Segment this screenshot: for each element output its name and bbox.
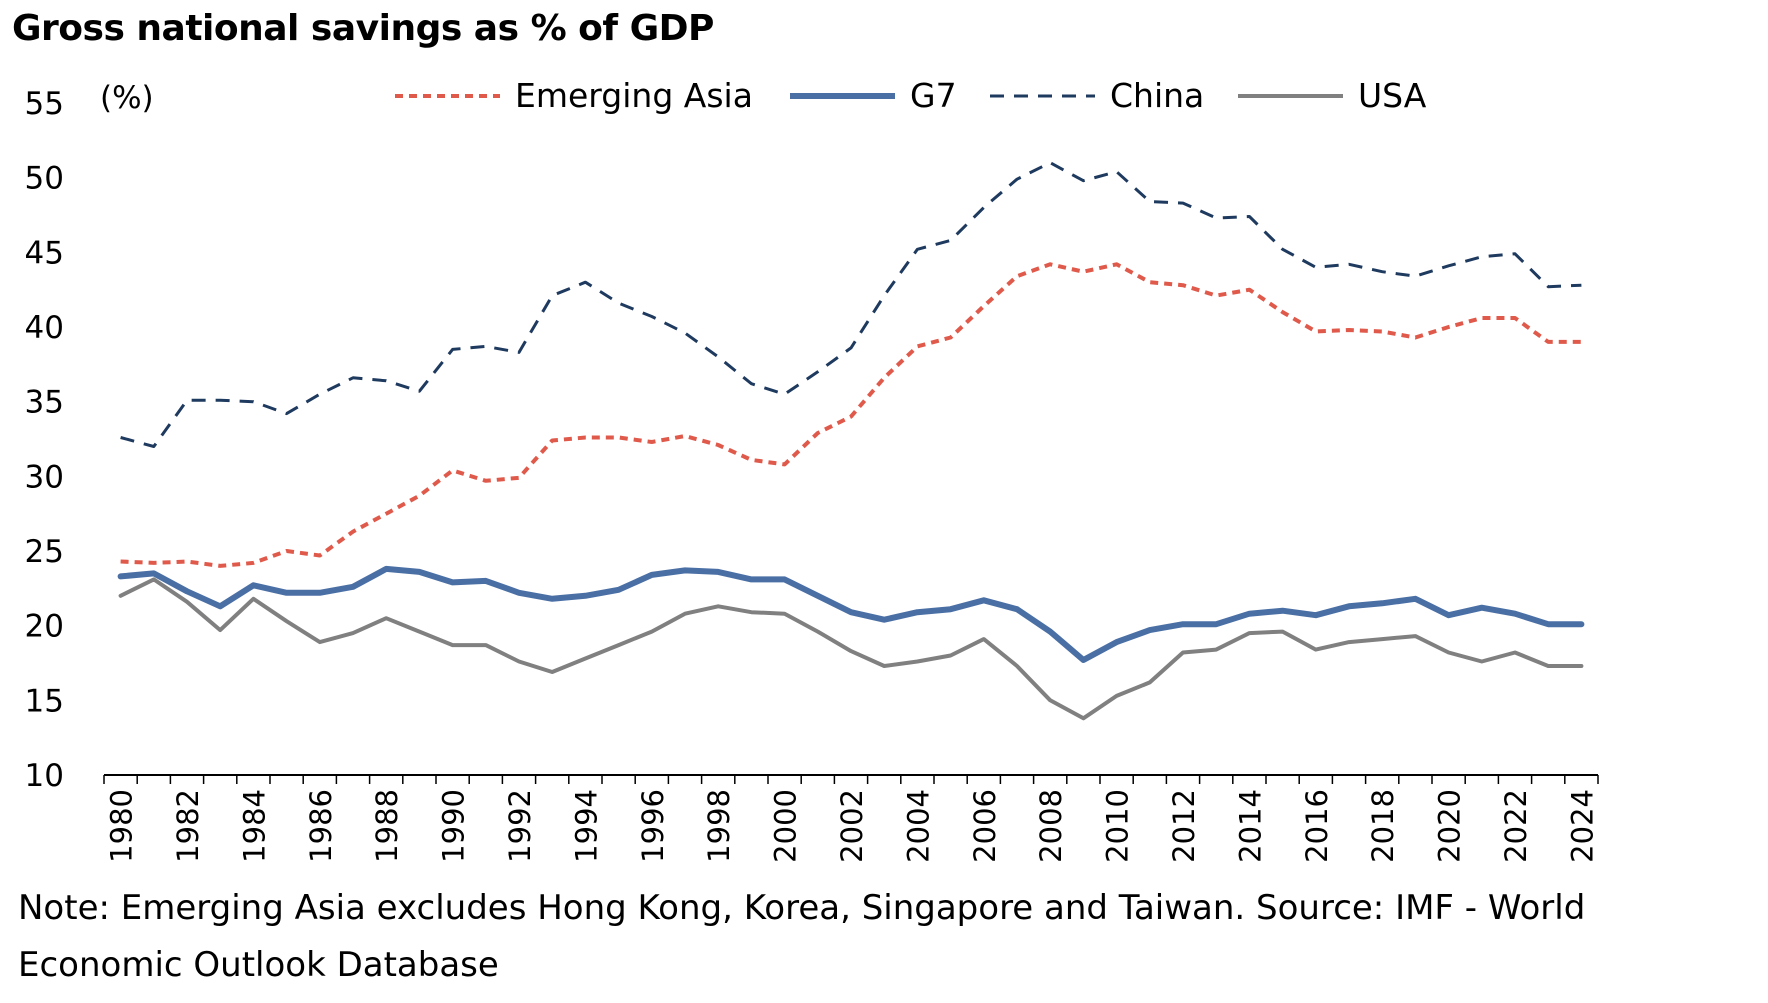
- x-tick-label: 1992: [503, 789, 537, 863]
- x-tick-label: 2022: [1499, 789, 1533, 863]
- x-tick-label: 2008: [1034, 789, 1068, 863]
- x-tick-label: 1986: [304, 789, 338, 863]
- series-lines: [117, 161, 1585, 721]
- x-tick-label: 1994: [569, 789, 603, 863]
- series-line-g7: [117, 565, 1585, 663]
- x-tick-label: 1984: [237, 789, 271, 863]
- x-tick-label: 1982: [171, 789, 205, 863]
- series-line-usa: [118, 577, 1584, 721]
- x-tick-label: 2010: [1101, 789, 1135, 863]
- y-axis-ticks: 10 15 20 25 30 35 40 45 50 55: [25, 86, 64, 794]
- x-tick-label: 2012: [1167, 789, 1201, 863]
- y-tick-label: 25: [25, 534, 64, 570]
- x-axis-ticks: 1980 1982 1984 1986 1988 1990 1992 1994 1996 1998…: [105, 789, 1600, 863]
- legend: Emerging Asia G7 China USA: [395, 76, 1427, 115]
- x-tick-label: 2006: [968, 789, 1002, 863]
- y-tick-label: 20: [25, 609, 64, 645]
- x-tick-label: 1988: [370, 789, 404, 863]
- legend-label-usa: USA: [1358, 76, 1427, 115]
- series-line-china: [120, 161, 1582, 448]
- y-tick-label: 55: [25, 86, 64, 122]
- y-tick-label: 10: [25, 758, 64, 794]
- note-source-line-1: Note: Emerging Asia excludes Hong Kong, …: [18, 888, 1586, 928]
- series-line-emerging-asia: [120, 262, 1582, 568]
- y-axis-unit-label: (%): [100, 80, 154, 116]
- axes: [103, 774, 1599, 784]
- x-tick-label: 1990: [437, 789, 471, 863]
- y-tick-label: 40: [25, 310, 64, 346]
- x-tick-label: 1996: [636, 789, 670, 863]
- x-tick-label: 2016: [1300, 789, 1334, 863]
- x-tick-label: 2020: [1433, 789, 1467, 863]
- x-tick-label: 1998: [702, 789, 736, 863]
- x-tick-label: 2002: [835, 789, 869, 863]
- legend-label-emerging-asia: Emerging Asia: [515, 76, 753, 115]
- x-tick-label: 2004: [901, 789, 935, 863]
- chart-title: Gross national savings as % of GDP: [12, 8, 714, 49]
- x-tick-label: 2024: [1565, 789, 1599, 863]
- legend-label-g7: G7: [910, 76, 957, 115]
- x-tick-label: 1980: [105, 789, 139, 863]
- y-tick-label: 15: [25, 683, 64, 719]
- y-tick-label: 50: [25, 161, 64, 197]
- x-tick-label: 2014: [1233, 789, 1267, 863]
- note-source-line-2: Economic Outlook Database: [18, 945, 499, 985]
- y-tick-label: 30: [25, 459, 64, 495]
- y-tick-label: 35: [25, 385, 64, 421]
- legend-label-china: China: [1110, 76, 1204, 115]
- x-tick-label: 2018: [1366, 789, 1400, 863]
- y-tick-label: 45: [25, 235, 64, 271]
- x-tick-label: 2000: [769, 789, 803, 863]
